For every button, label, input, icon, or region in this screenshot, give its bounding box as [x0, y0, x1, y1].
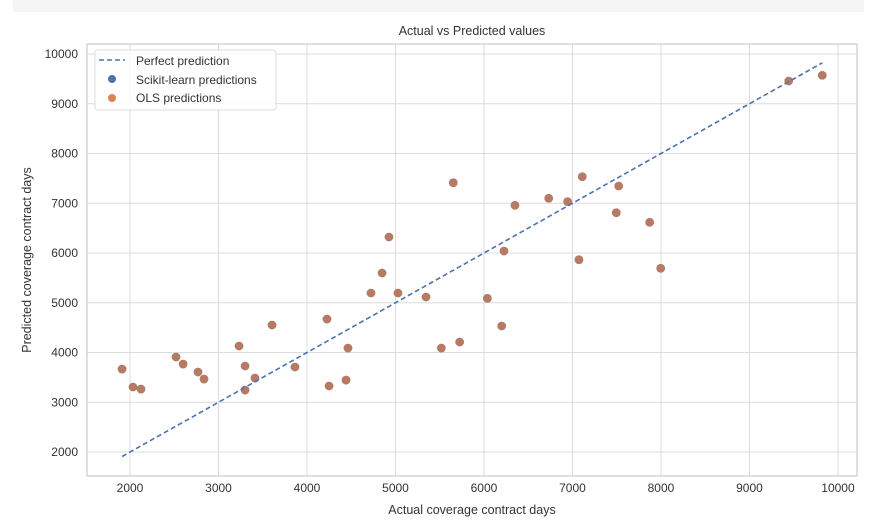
legend-ols-predictions: OLS predictions — [136, 91, 221, 105]
x-tick-label: 3000 — [205, 481, 232, 495]
ols-point — [578, 172, 587, 181]
plot-frame — [86, 43, 858, 477]
y-axis-label: Predicted coverage contract days — [20, 167, 34, 353]
ols-point — [240, 385, 250, 395]
ols-point — [117, 364, 127, 374]
x-tick-label: 5000 — [382, 481, 409, 495]
legend: Perfect prediction Scikit-learn predicti… — [94, 49, 277, 111]
ols-point — [499, 246, 509, 256]
perfect-prediction-line — [121, 62, 823, 458]
ols-point — [343, 343, 353, 353]
ols-point — [497, 321, 506, 331]
ols-point — [421, 292, 431, 302]
ols-point — [267, 320, 277, 330]
legend-sklearn-predictions: Scikit-learn predictions — [136, 73, 257, 87]
y-tick-label: 7000 — [51, 196, 78, 210]
ols-point — [611, 208, 621, 217]
chart-title: Actual vs Predicted values — [399, 24, 546, 38]
notebook-output-header — [13, 0, 864, 12]
ols-point — [455, 337, 464, 347]
ols-point — [322, 314, 332, 324]
ols-point — [341, 375, 351, 385]
ols-point — [393, 288, 403, 298]
ols-point — [483, 294, 492, 303]
x-tick-label: 7000 — [559, 481, 586, 495]
ols-point — [324, 381, 334, 391]
y-tick-label: 10000 — [45, 47, 79, 61]
y-tick-label: 8000 — [51, 147, 78, 161]
y-tick-label: 6000 — [51, 246, 78, 260]
x-tick-label: 10000 — [821, 481, 855, 495]
legend-ols-swatch — [108, 94, 116, 102]
ols-point — [171, 352, 181, 362]
ols-point — [178, 359, 188, 369]
ols-point — [290, 362, 300, 372]
x-axis-label: Actual coverage contract days — [388, 503, 555, 517]
ols-point — [193, 367, 203, 377]
x-tick-label: 2000 — [117, 481, 144, 495]
ols-point — [574, 255, 584, 265]
x-tick-label: 8000 — [648, 481, 675, 495]
ols-point — [366, 288, 376, 298]
y-tick-label: 3000 — [51, 395, 78, 409]
y-tick-label: 9000 — [51, 97, 78, 111]
ols-point — [240, 361, 250, 371]
y-tick-label: 2000 — [51, 445, 78, 459]
ols-point — [448, 178, 458, 188]
ols-point — [384, 232, 394, 242]
ols-point — [563, 197, 572, 206]
x-tick-label: 9000 — [736, 481, 763, 495]
y-tick-label: 5000 — [51, 296, 78, 310]
ols-point — [234, 341, 244, 351]
ols-point — [614, 181, 623, 191]
ols-point — [645, 218, 654, 227]
ols-point — [128, 382, 138, 392]
legend-box — [94, 49, 277, 111]
ols-point — [377, 268, 387, 278]
ols-point — [818, 70, 827, 80]
legend-perfect-prediction: Perfect prediction — [136, 54, 229, 68]
ols-point — [656, 263, 666, 273]
ols-point — [437, 343, 446, 353]
ols-point — [136, 384, 146, 394]
ols-point — [544, 194, 553, 203]
ols-point — [510, 200, 520, 210]
legend-sklearn-swatch — [108, 75, 116, 83]
ols-point — [199, 374, 209, 384]
x-tick-label: 6000 — [471, 481, 498, 495]
y-tick-label: 4000 — [51, 346, 78, 360]
x-tick-label: 4000 — [294, 481, 321, 495]
